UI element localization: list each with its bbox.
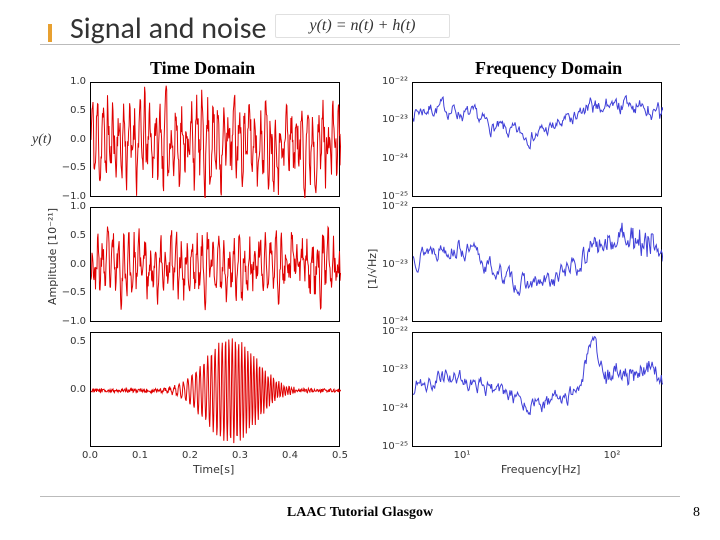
freq-series-1: [413, 208, 663, 323]
time-series-2: [91, 333, 341, 448]
freq-ytick: 10⁻²³: [374, 114, 408, 125]
time-ytick: 0.5: [58, 105, 86, 116]
column-header-freq: Frequency Domain: [475, 58, 622, 79]
freq-panel-2: [412, 332, 662, 447]
time-series-0: [91, 83, 341, 198]
footer-text: LAAC Tutorial Glasgow: [0, 505, 720, 521]
freq-panel-1: [412, 207, 662, 322]
time-xtick: 0.2: [182, 450, 198, 461]
freq-ytick: 10⁻²²: [374, 201, 408, 212]
time-ytick: 0.0: [58, 384, 86, 395]
time-ytick: −1.0: [58, 316, 86, 327]
title-accent: [48, 24, 52, 42]
time-ytick: 0.0: [58, 134, 86, 145]
column-header-time: Time Domain: [150, 58, 255, 79]
time-ylabel: Amplitude [10⁻²¹]: [46, 207, 59, 304]
freq-ytick: 10⁻²²: [374, 76, 408, 87]
time-xtick: 0.5: [332, 450, 348, 461]
freq-ytick: 10⁻²⁵: [374, 441, 408, 452]
freq-ytick: 10⁻²³: [374, 364, 408, 375]
rule-top: [40, 44, 680, 45]
freq-ytick: 10⁻²³: [374, 259, 408, 270]
time-ytick: 0.5: [58, 230, 86, 241]
time-ytick: 0.5: [58, 336, 86, 347]
freq-ytick: 10⁻²²: [374, 326, 408, 337]
time-panel-2: [90, 332, 340, 447]
time-ytick: 1.0: [58, 76, 86, 87]
time-series-1: [91, 208, 341, 323]
yt-label: y(t): [32, 132, 51, 148]
time-panel-1: [90, 207, 340, 322]
rule-bottom: [40, 496, 680, 497]
freq-xlabel: Frequency[Hz]: [501, 463, 580, 476]
freq-ytick: 10⁻²⁴: [374, 403, 408, 414]
freq-ytick: 10⁻²⁴: [374, 153, 408, 164]
equation-box: y(t) = n(t) + h(t): [275, 14, 450, 38]
time-ytick: 1.0: [58, 201, 86, 212]
time-xtick: 0.4: [282, 450, 298, 461]
time-ytick: −0.5: [58, 162, 86, 173]
time-xtick: 0.1: [132, 450, 148, 461]
page-number: 8: [693, 505, 700, 521]
freq-xtick: 10¹: [454, 450, 471, 461]
time-xtick: 0.3: [232, 450, 248, 461]
freq-series-0: [413, 83, 663, 198]
equation-text: y(t) = n(t) + h(t): [310, 17, 416, 35]
time-ytick: −0.5: [58, 287, 86, 298]
freq-ylabel: [1/√Hz]: [366, 248, 379, 288]
page-title: Signal and noise: [70, 10, 266, 47]
freq-xtick: 10²: [604, 450, 621, 461]
time-panel-0: [90, 82, 340, 197]
time-xtick: 0.0: [82, 450, 98, 461]
freq-panel-0: [412, 82, 662, 197]
time-ytick: 0.0: [58, 259, 86, 270]
freq-series-2: [413, 333, 663, 448]
time-xlabel: Time[s]: [193, 463, 234, 476]
